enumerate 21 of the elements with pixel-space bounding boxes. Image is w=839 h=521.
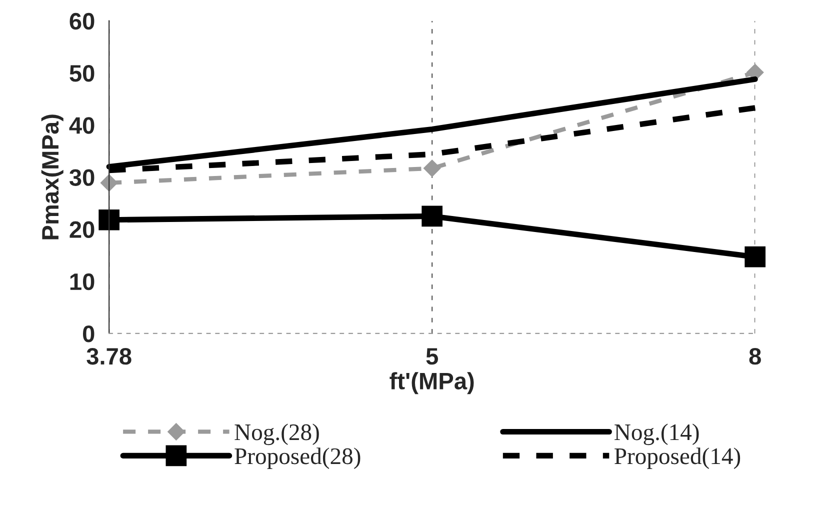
point: [98, 209, 120, 230]
x-tick-label: 3.78: [86, 348, 132, 365]
legend-label: Proposed(14): [614, 448, 740, 469]
point: [744, 246, 766, 268]
y-tick-label: 40: [69, 117, 94, 134]
y-tick-label: 0: [82, 326, 94, 342]
x-axis-title: ft'(MPa): [390, 372, 474, 394]
y-tick-label: 30: [69, 169, 94, 186]
x-tick-label: 8: [749, 348, 761, 365]
y-tick-label: 10: [70, 273, 94, 290]
legend-label: Proposed(28): [234, 448, 360, 469]
y-tick-label: 20: [70, 221, 94, 238]
point: [424, 160, 441, 177]
legend-label: Nog.(28): [234, 424, 319, 446]
y-axis-title: Pmax(MPa): [41, 114, 64, 240]
x-tick-label: 5: [426, 348, 438, 365]
point: [422, 206, 442, 227]
legend-label: Nog.(14): [614, 424, 699, 446]
y-tick-label: 60: [70, 12, 94, 30]
point: [100, 174, 118, 192]
y-tick-label: 50: [70, 65, 94, 82]
